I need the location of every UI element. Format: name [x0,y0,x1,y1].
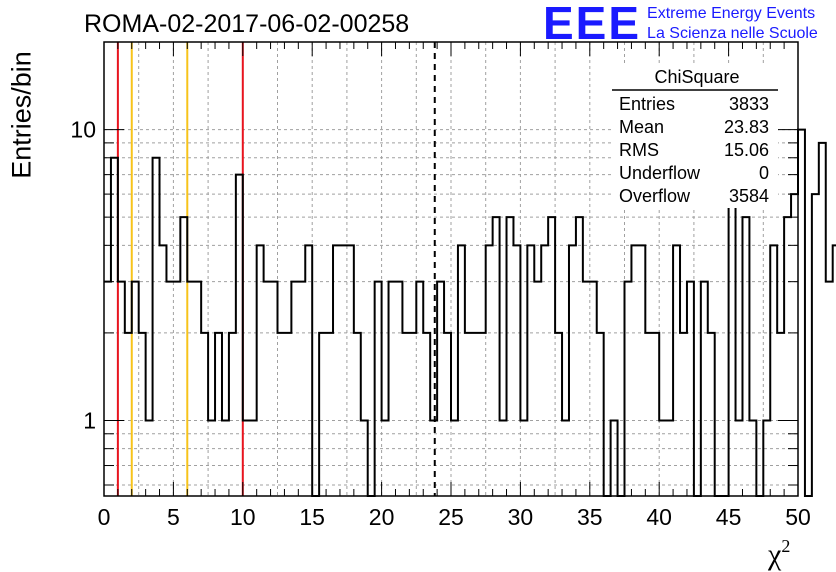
logo-line-2: La Scienza nelle Scuole [647,25,818,42]
stats-label: Overflow [619,186,691,206]
x-tick-label: 45 [716,504,742,530]
stats-label: Mean [619,117,664,137]
stats-box-title: ChiSquare [654,67,739,87]
stats-label: RMS [619,140,659,160]
x-tick-label: 35 [577,504,603,530]
tick-labels: 0 5 10 15 20 25 30 35 40 45 50 1 10 [70,117,810,530]
x-tick-label: 40 [646,504,672,530]
logo-text: Extreme Energy Events La Scienza nelle S… [647,4,818,44]
stats-label: Underflow [619,163,701,183]
axis-ticks [103,41,799,496]
x-tick-label: 25 [438,504,464,530]
x-tick-label: 15 [299,504,325,530]
reference-lines [116,42,436,496]
stats-value: 23.83 [724,117,769,137]
eee-logo: EEE Extreme Energy Events La Scienza nel… [543,0,818,49]
histogram-step-line [104,128,836,497]
stats-label: Entries [619,94,675,114]
stats-value: 3833 [729,94,769,114]
stats-box: ChiSquare Entries 3833 Mean 23.83 RMS 15.06 Und… [612,66,778,208]
logo-line-1: Extreme Energy Events [647,5,816,22]
stats-value: 15.06 [724,140,769,160]
x-tick-label: 50 [785,504,811,530]
x-tick-label: 20 [369,504,395,530]
y-tick-label: 1 [83,407,96,433]
stats-value: 3584 [729,186,769,206]
chart-title: ROMA-02-2017-06-02-00258 [84,10,410,38]
logo-mark: EEE [543,0,642,49]
x-tick-label: 5 [167,504,180,530]
x-tick-label: 30 [508,504,534,530]
x-tick-label: 0 [98,504,111,530]
y-tick-label: 10 [70,117,96,143]
x-tick-label: 10 [230,504,256,530]
x-axis-label: χ2 [768,536,791,571]
stats-value: 0 [759,163,769,183]
